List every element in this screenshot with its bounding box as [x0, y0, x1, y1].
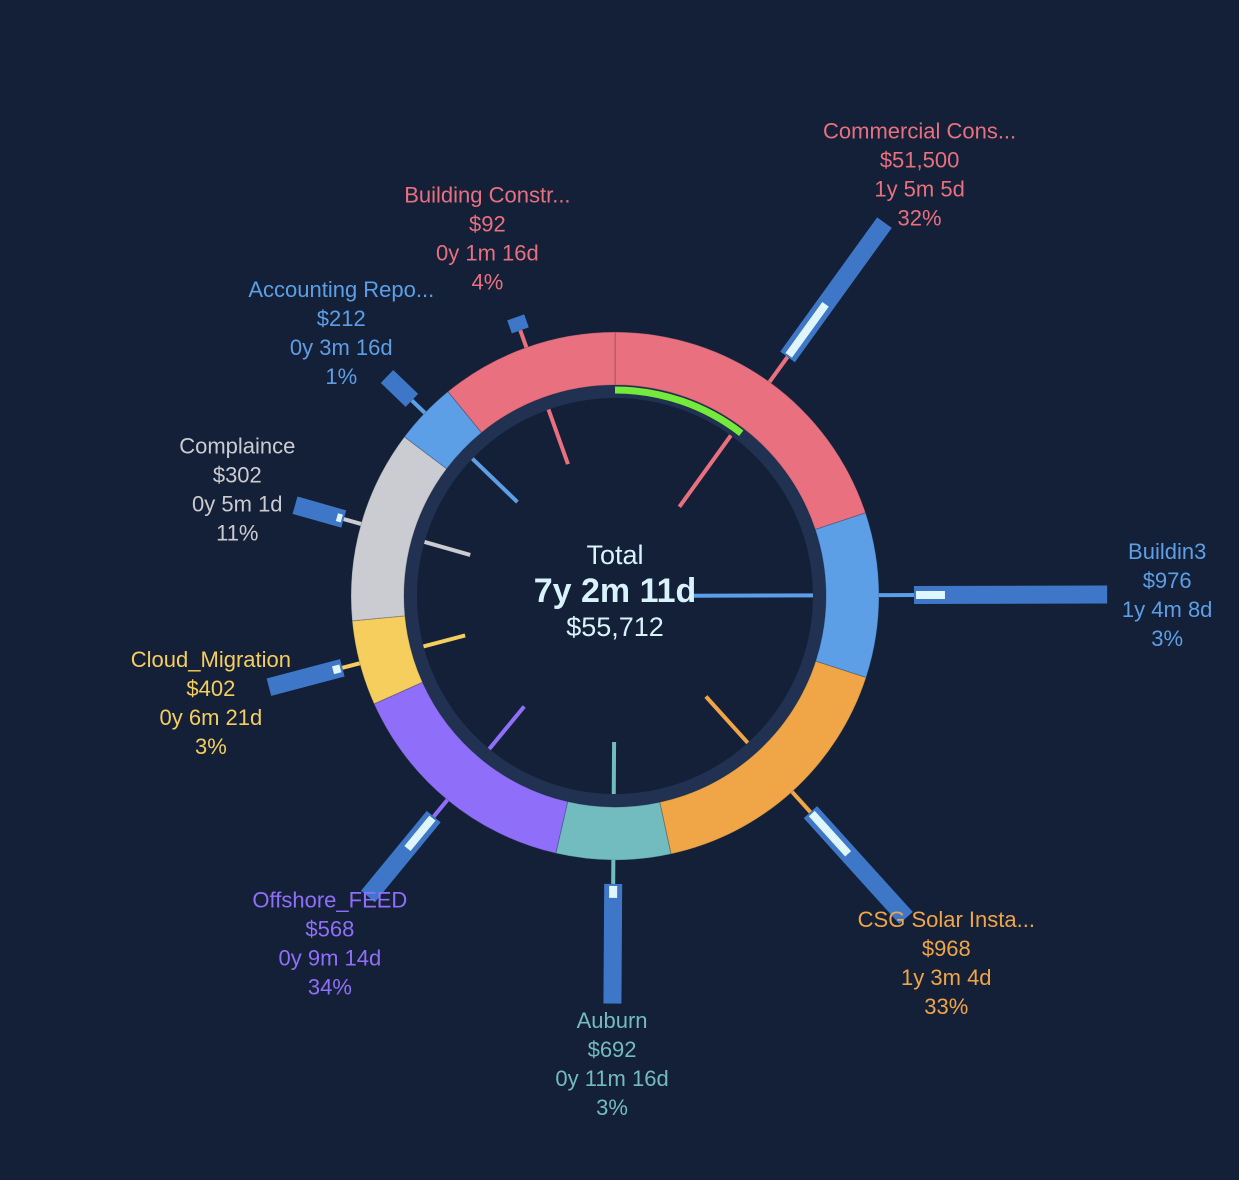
slice-2-segment[interactable]	[660, 661, 866, 854]
slice-6-label-percent: 11%	[216, 520, 258, 545]
slice-0-inner-needle	[679, 431, 733, 506]
slice-0-label-duration: 1y 5m 5d	[874, 176, 965, 201]
slice-7-outer-bar	[387, 376, 412, 400]
slice-5-label-cost: $402	[186, 676, 235, 701]
slice-8-inner-needle	[547, 405, 568, 464]
slice-1-label-cost: $976	[1143, 568, 1192, 593]
slice-0-outer-marker	[789, 304, 826, 355]
slice-7-connector	[412, 400, 425, 412]
slice-3-label-name: Auburn	[577, 1008, 648, 1033]
labels-layer: Commercial Cons... $51,500 1y 5m 5d 32% Buil…	[131, 118, 1213, 1120]
slice-5-label-percent: 3%	[195, 734, 227, 759]
slice-5-connector	[342, 663, 359, 668]
slice-7-label-percent: 1%	[325, 364, 357, 389]
slice-2-connector	[792, 792, 810, 812]
slice-8-label-cost: $92	[469, 212, 506, 237]
slice-8-segment[interactable]	[448, 332, 615, 433]
slice-1-label-name: Buildin3	[1128, 539, 1206, 564]
center-cost: $55,712	[566, 612, 664, 642]
slice-4-label-duration: 0y 9m 14d	[279, 945, 382, 970]
slice-6-label-name: Complaince	[179, 433, 295, 458]
slice-4-connector	[434, 800, 448, 817]
slice-4-label-name: Offshore_FEED	[252, 887, 407, 912]
slice-6-outer-bar	[295, 505, 344, 519]
slice-1-label-percent: 3%	[1151, 626, 1183, 651]
slice-5-inner-needle	[419, 635, 465, 647]
slice-3-label-duration: 0y 11m 16d	[555, 1066, 668, 1091]
slice-4-segment[interactable]	[374, 682, 568, 853]
slice-3-outer-bar	[612, 884, 613, 1004]
slice-8-label-name: Building Constr...	[404, 183, 570, 208]
center-layer: Total 7y 2m 11d $55,712	[534, 540, 697, 642]
slice-3-segment[interactable]	[556, 802, 671, 860]
slice-7-label-cost: $212	[317, 306, 366, 331]
slice-8-connector	[520, 330, 526, 347]
slice-2-label-percent: 33%	[924, 994, 968, 1019]
slice-6-label-cost: $302	[213, 462, 262, 487]
slice-6-inner-needle	[420, 541, 471, 555]
slice-4-inner-needle	[486, 706, 524, 752]
slice-8-label-percent: 4%	[472, 270, 504, 295]
slice-8-outer-bar	[516, 317, 521, 330]
slice-2-outer-marker	[812, 814, 848, 854]
center-duration: 7y 2m 11d	[534, 572, 697, 610]
slice-4-label-cost: $568	[305, 916, 354, 941]
center-title: Total	[586, 540, 643, 570]
slice-7-label-name: Accounting Repo...	[248, 277, 434, 302]
slice-6-connector	[344, 519, 361, 524]
slice-5-label-duration: 0y 6m 21d	[160, 705, 263, 730]
slice-6-label-duration: 0y 5m 1d	[192, 491, 283, 516]
slice-0-label-percent: 32%	[898, 205, 942, 230]
slice-0-connector	[770, 357, 788, 382]
slice-5-outer-marker	[333, 668, 340, 670]
slice-7-inner-needle	[469, 455, 518, 502]
slice-3-label-percent: 3%	[596, 1095, 628, 1120]
slice-0-label-name: Commercial Cons...	[823, 118, 1016, 143]
slice-5-label-name: Cloud_Migration	[131, 647, 291, 672]
slice-2-label-name: CSG Solar Insta...	[858, 907, 1035, 932]
slice-1-label-duration: 1y 4m 8d	[1122, 597, 1213, 622]
slice-7-label-duration: 0y 3m 16d	[290, 335, 393, 360]
slice-3-label-cost: $692	[588, 1037, 637, 1062]
slice-2-inner-needle	[706, 697, 751, 747]
slice-2-label-cost: $968	[922, 936, 971, 961]
slice-2-label-duration: 1y 3m 4d	[901, 965, 992, 990]
slice-8-label-duration: 0y 1m 16d	[436, 241, 539, 266]
slice-6-outer-marker	[337, 517, 342, 518]
slice-6-segment[interactable]	[351, 437, 447, 621]
slice-0-label-cost: $51,500	[880, 147, 960, 172]
slice-4-label-percent: 34%	[308, 974, 352, 999]
